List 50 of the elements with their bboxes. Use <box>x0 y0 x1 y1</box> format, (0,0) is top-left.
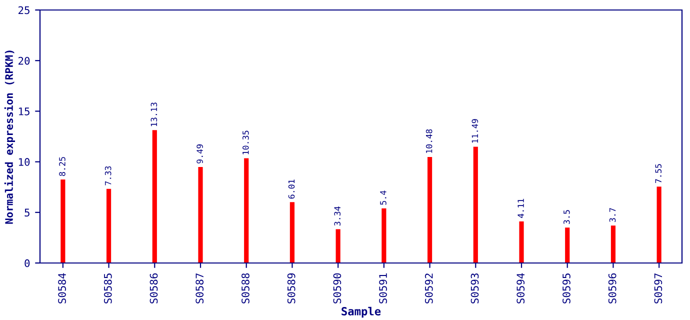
data-label: 3.5 <box>563 210 570 224</box>
x-tick-label: S0595 <box>562 274 570 304</box>
data-label: 3.34 <box>334 206 341 226</box>
bar <box>565 228 570 263</box>
x-tick-label: S0594 <box>516 273 525 304</box>
bar <box>519 221 524 263</box>
y-tick-label: 5 <box>24 208 30 217</box>
x-tick-label: S0584 <box>58 273 66 304</box>
data-label: 4.11 <box>518 198 524 218</box>
bar <box>106 188 112 263</box>
bar <box>427 156 432 263</box>
bar <box>382 208 386 263</box>
data-label: 11.49 <box>472 119 478 143</box>
y-tick-label: 20 <box>18 56 30 65</box>
data-label: 9.49 <box>196 144 203 164</box>
data-label: 8.25 <box>59 157 66 176</box>
bar <box>610 226 616 263</box>
data-label: 7.33 <box>104 166 112 186</box>
x-tick-label: S0590 <box>333 273 342 304</box>
data-label: 10.48 <box>426 129 432 153</box>
x-tick-label: S0593 <box>470 274 479 304</box>
y-tick-label: 15 <box>18 108 30 116</box>
bar <box>244 158 249 263</box>
bar <box>198 166 203 263</box>
bar <box>656 186 662 263</box>
y-tick-label: 25 <box>18 6 30 14</box>
x-tick-label: S0591 <box>379 273 387 304</box>
x-tick-label: S0589 <box>287 273 296 304</box>
bar <box>473 146 478 263</box>
x-tick-label: S0586 <box>150 273 158 304</box>
bar <box>290 202 295 263</box>
y-tick-label: 0 <box>24 259 30 268</box>
x-tick-label: S0588 <box>242 273 250 304</box>
data-label: 5.4 <box>380 190 386 205</box>
data-label: 13.13 <box>150 102 158 126</box>
x-tick-label: S0587 <box>196 274 204 304</box>
x-tick-label: S0597 <box>654 274 662 304</box>
y-tick-label: 10 <box>18 158 30 166</box>
y-axis-title: Normalized expression (RPKM) <box>4 50 15 224</box>
bar <box>152 130 157 263</box>
x-tick-label: S0592 <box>424 274 433 304</box>
data-label: 7.55 <box>655 164 662 183</box>
x-tick-label: S0585 <box>104 274 112 304</box>
data-label: 10.35 <box>242 130 249 154</box>
bar <box>336 229 340 263</box>
data-label: 3.7 <box>609 208 616 222</box>
x-axis-title: Sample <box>342 306 381 318</box>
data-label: 6.01 <box>288 180 295 199</box>
bar <box>60 180 66 263</box>
x-tick-label: S0596 <box>608 273 616 304</box>
